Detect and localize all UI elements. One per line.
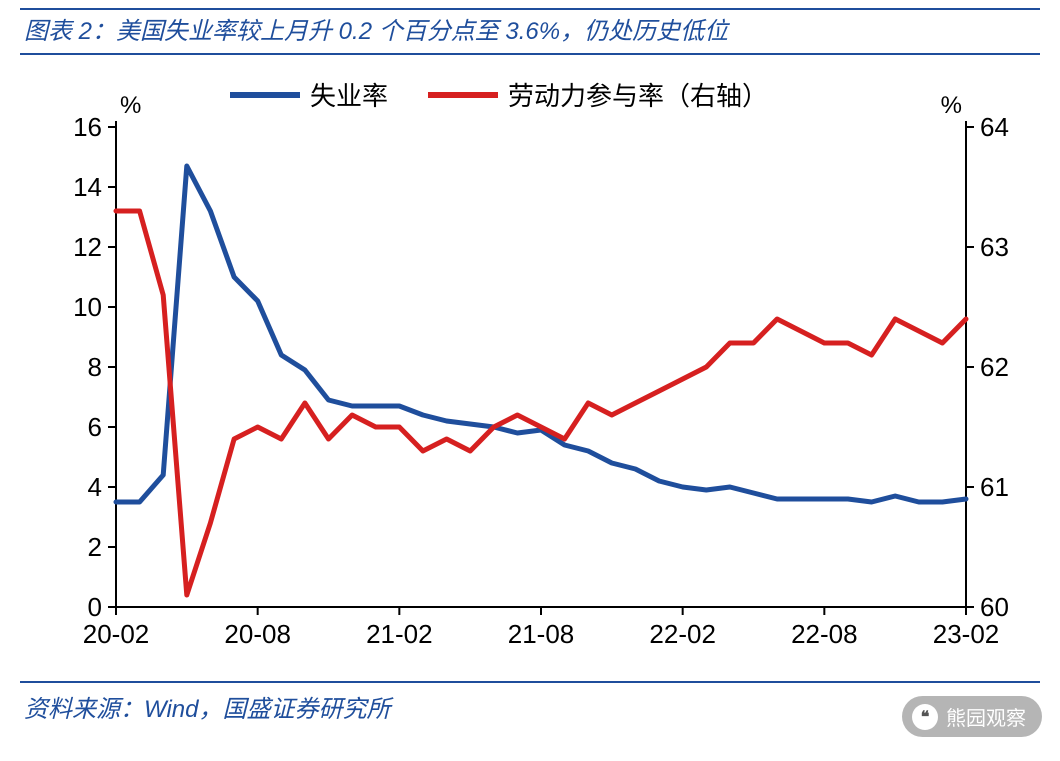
svg-text:21-02: 21-02 — [366, 619, 433, 649]
svg-text:6: 6 — [88, 412, 102, 442]
svg-text:失业率: 失业率 — [310, 81, 388, 111]
svg-text:62: 62 — [980, 352, 1009, 382]
svg-text:14: 14 — [73, 172, 102, 202]
svg-text:4: 4 — [88, 472, 102, 502]
svg-text:%: % — [941, 92, 962, 119]
svg-text:20-08: 20-08 — [224, 619, 291, 649]
svg-text:22-02: 22-02 — [649, 619, 716, 649]
svg-text:0: 0 — [88, 592, 102, 622]
svg-text:22-08: 22-08 — [791, 619, 858, 649]
chart-title: 图表 2：美国失业率较上月升 0.2 个百分点至 3.6%，仍处历史低位 — [20, 8, 1040, 55]
svg-text:劳动力参与率（右轴）: 劳动力参与率（右轴） — [508, 81, 768, 111]
source-footer: 资料来源：Wind，国盛证券研究所 — [20, 681, 1040, 724]
svg-text:61: 61 — [980, 472, 1009, 502]
svg-text:21-08: 21-08 — [508, 619, 575, 649]
svg-text:16: 16 — [73, 112, 102, 142]
svg-text:8: 8 — [88, 352, 102, 382]
svg-text:64: 64 — [980, 112, 1009, 142]
wechat-icon: ❝ — [912, 704, 938, 730]
svg-text:63: 63 — [980, 232, 1009, 262]
line-chart-svg: 0 2 4 6 8 10 12 14 16 60 61 62 63 64 20-02 20-08 21-02 21… — [20, 61, 1040, 681]
watermark-badge: ❝ 熊园观察 — [902, 696, 1042, 737]
chart-area: 0 2 4 6 8 10 12 14 16 60 61 62 63 64 20-02 20-08 21-02 21… — [20, 61, 1040, 681]
watermark-text: 熊园观察 — [946, 702, 1026, 731]
svg-text:10: 10 — [73, 292, 102, 322]
svg-text:23-02: 23-02 — [933, 619, 1000, 649]
svg-text:%: % — [120, 92, 141, 119]
source-text: 资料来源：Wind，国盛证券研究所 — [24, 696, 390, 723]
svg-text:12: 12 — [73, 232, 102, 262]
svg-text:60: 60 — [980, 592, 1009, 622]
svg-text:2: 2 — [88, 532, 102, 562]
svg-text:20-02: 20-02 — [83, 619, 150, 649]
